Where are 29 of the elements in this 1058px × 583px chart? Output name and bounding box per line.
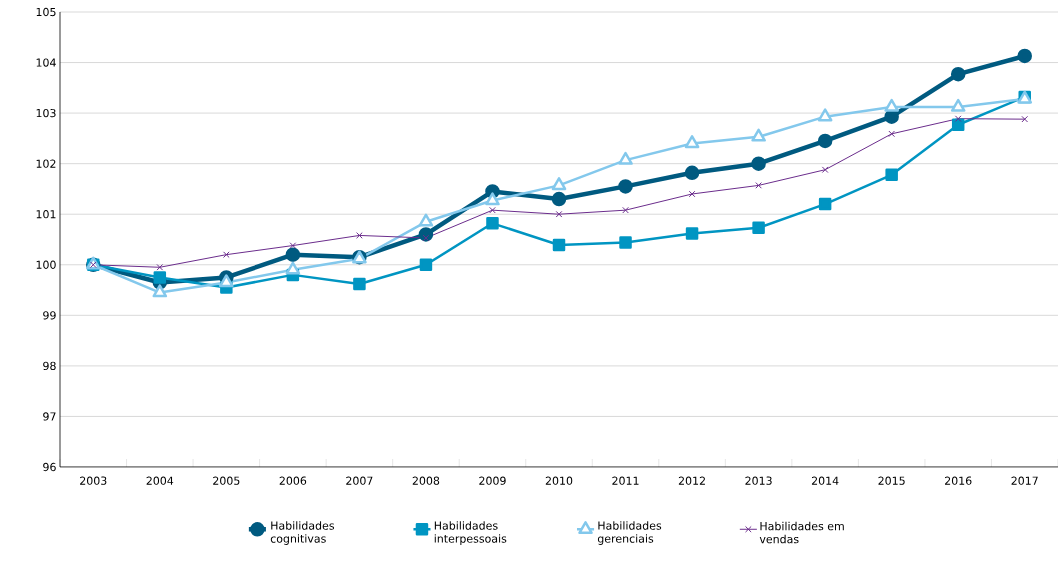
x-tick-label: 2017: [1011, 476, 1038, 485]
x-tick-label: 2011: [612, 476, 639, 485]
x-tick-label: 2010: [545, 476, 573, 485]
legend-label: Habilidades cognitivas: [270, 521, 335, 545]
y-tick-label: 98: [43, 361, 56, 371]
x-tick-label: 2015: [878, 476, 905, 485]
y-tick-label: 99: [43, 311, 56, 320]
legend-label: Habilidades gerenciais: [597, 521, 662, 545]
x-tick-label: 2012: [678, 476, 705, 485]
y-tick-label: 102: [36, 159, 56, 168]
x-tick-label: 2003: [80, 476, 107, 485]
x-tick-label: 2005: [213, 476, 240, 485]
x-tick-label: 2014: [811, 476, 839, 485]
y-tick-label: 100: [36, 260, 56, 269]
x-tick-label: 2007: [346, 476, 373, 485]
x-tick-label: 2006: [279, 476, 307, 485]
legend-label: Habilidades interpessoais: [434, 521, 507, 545]
y-tick-label: 104: [36, 58, 56, 67]
x-tick-label: 2009: [479, 476, 506, 485]
y-tick-label: 97: [43, 412, 56, 421]
y-tick-label: 96: [43, 462, 56, 472]
x-tick-label: 2008: [412, 476, 440, 485]
y-tick-label: 101: [36, 210, 56, 219]
x-tick-label: 2016: [945, 476, 972, 485]
x-tick-label: 2013: [745, 476, 772, 485]
y-tick-label: 105: [36, 7, 56, 17]
x-tick-label: 2004: [146, 476, 174, 485]
y-tick-label: 103: [36, 108, 56, 118]
legend-label: Habilidades em vendas: [759, 521, 844, 544]
